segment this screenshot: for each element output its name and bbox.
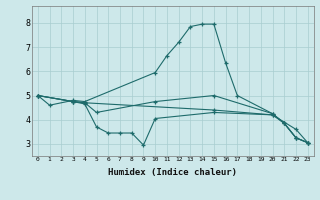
X-axis label: Humidex (Indice chaleur): Humidex (Indice chaleur): [108, 168, 237, 177]
